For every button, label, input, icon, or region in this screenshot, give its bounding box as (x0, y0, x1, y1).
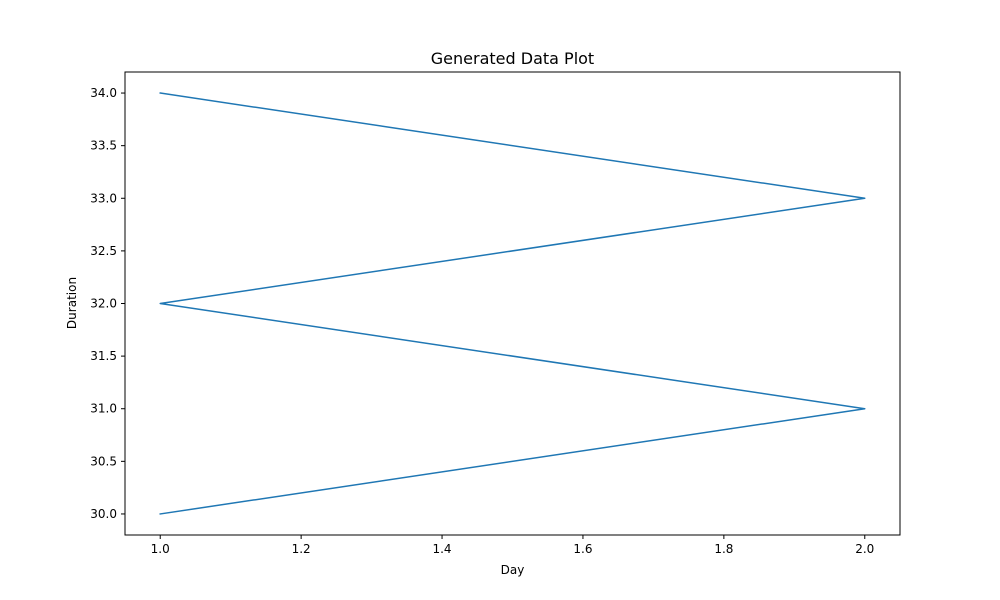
y-tick-label: 33.0 (90, 191, 117, 205)
x-tick-label: 1.0 (151, 542, 170, 556)
x-tick-label: 1.4 (432, 542, 451, 556)
y-tick-label: 30.5 (90, 454, 117, 468)
x-tick-label: 2.0 (855, 542, 874, 556)
y-axis-label: Duration (65, 277, 79, 329)
chart-title: Generated Data Plot (431, 49, 594, 68)
x-tick-label: 1.2 (292, 542, 311, 556)
y-tick-label: 33.5 (90, 139, 117, 153)
x-axis: 1.0 1.2 1.4 1.6 1.8 2.0 (151, 535, 874, 556)
x-axis-label: Day (501, 563, 525, 577)
y-tick-label: 31.5 (90, 349, 117, 363)
y-axis: 30.0 30.5 31.0 31.5 32.0 32.5 33.0 33.5 34.0 (90, 86, 125, 521)
x-tick-label: 1.8 (714, 542, 733, 556)
y-tick-label: 32.0 (90, 297, 117, 311)
x-tick-label: 1.6 (573, 542, 592, 556)
series-line-0 (159, 92, 866, 515)
y-tick-label: 34.0 (90, 86, 117, 100)
y-tick-label: 31.0 (90, 402, 117, 416)
y-tick-label: 32.5 (90, 244, 117, 258)
y-tick-label: 30.0 (90, 507, 117, 521)
